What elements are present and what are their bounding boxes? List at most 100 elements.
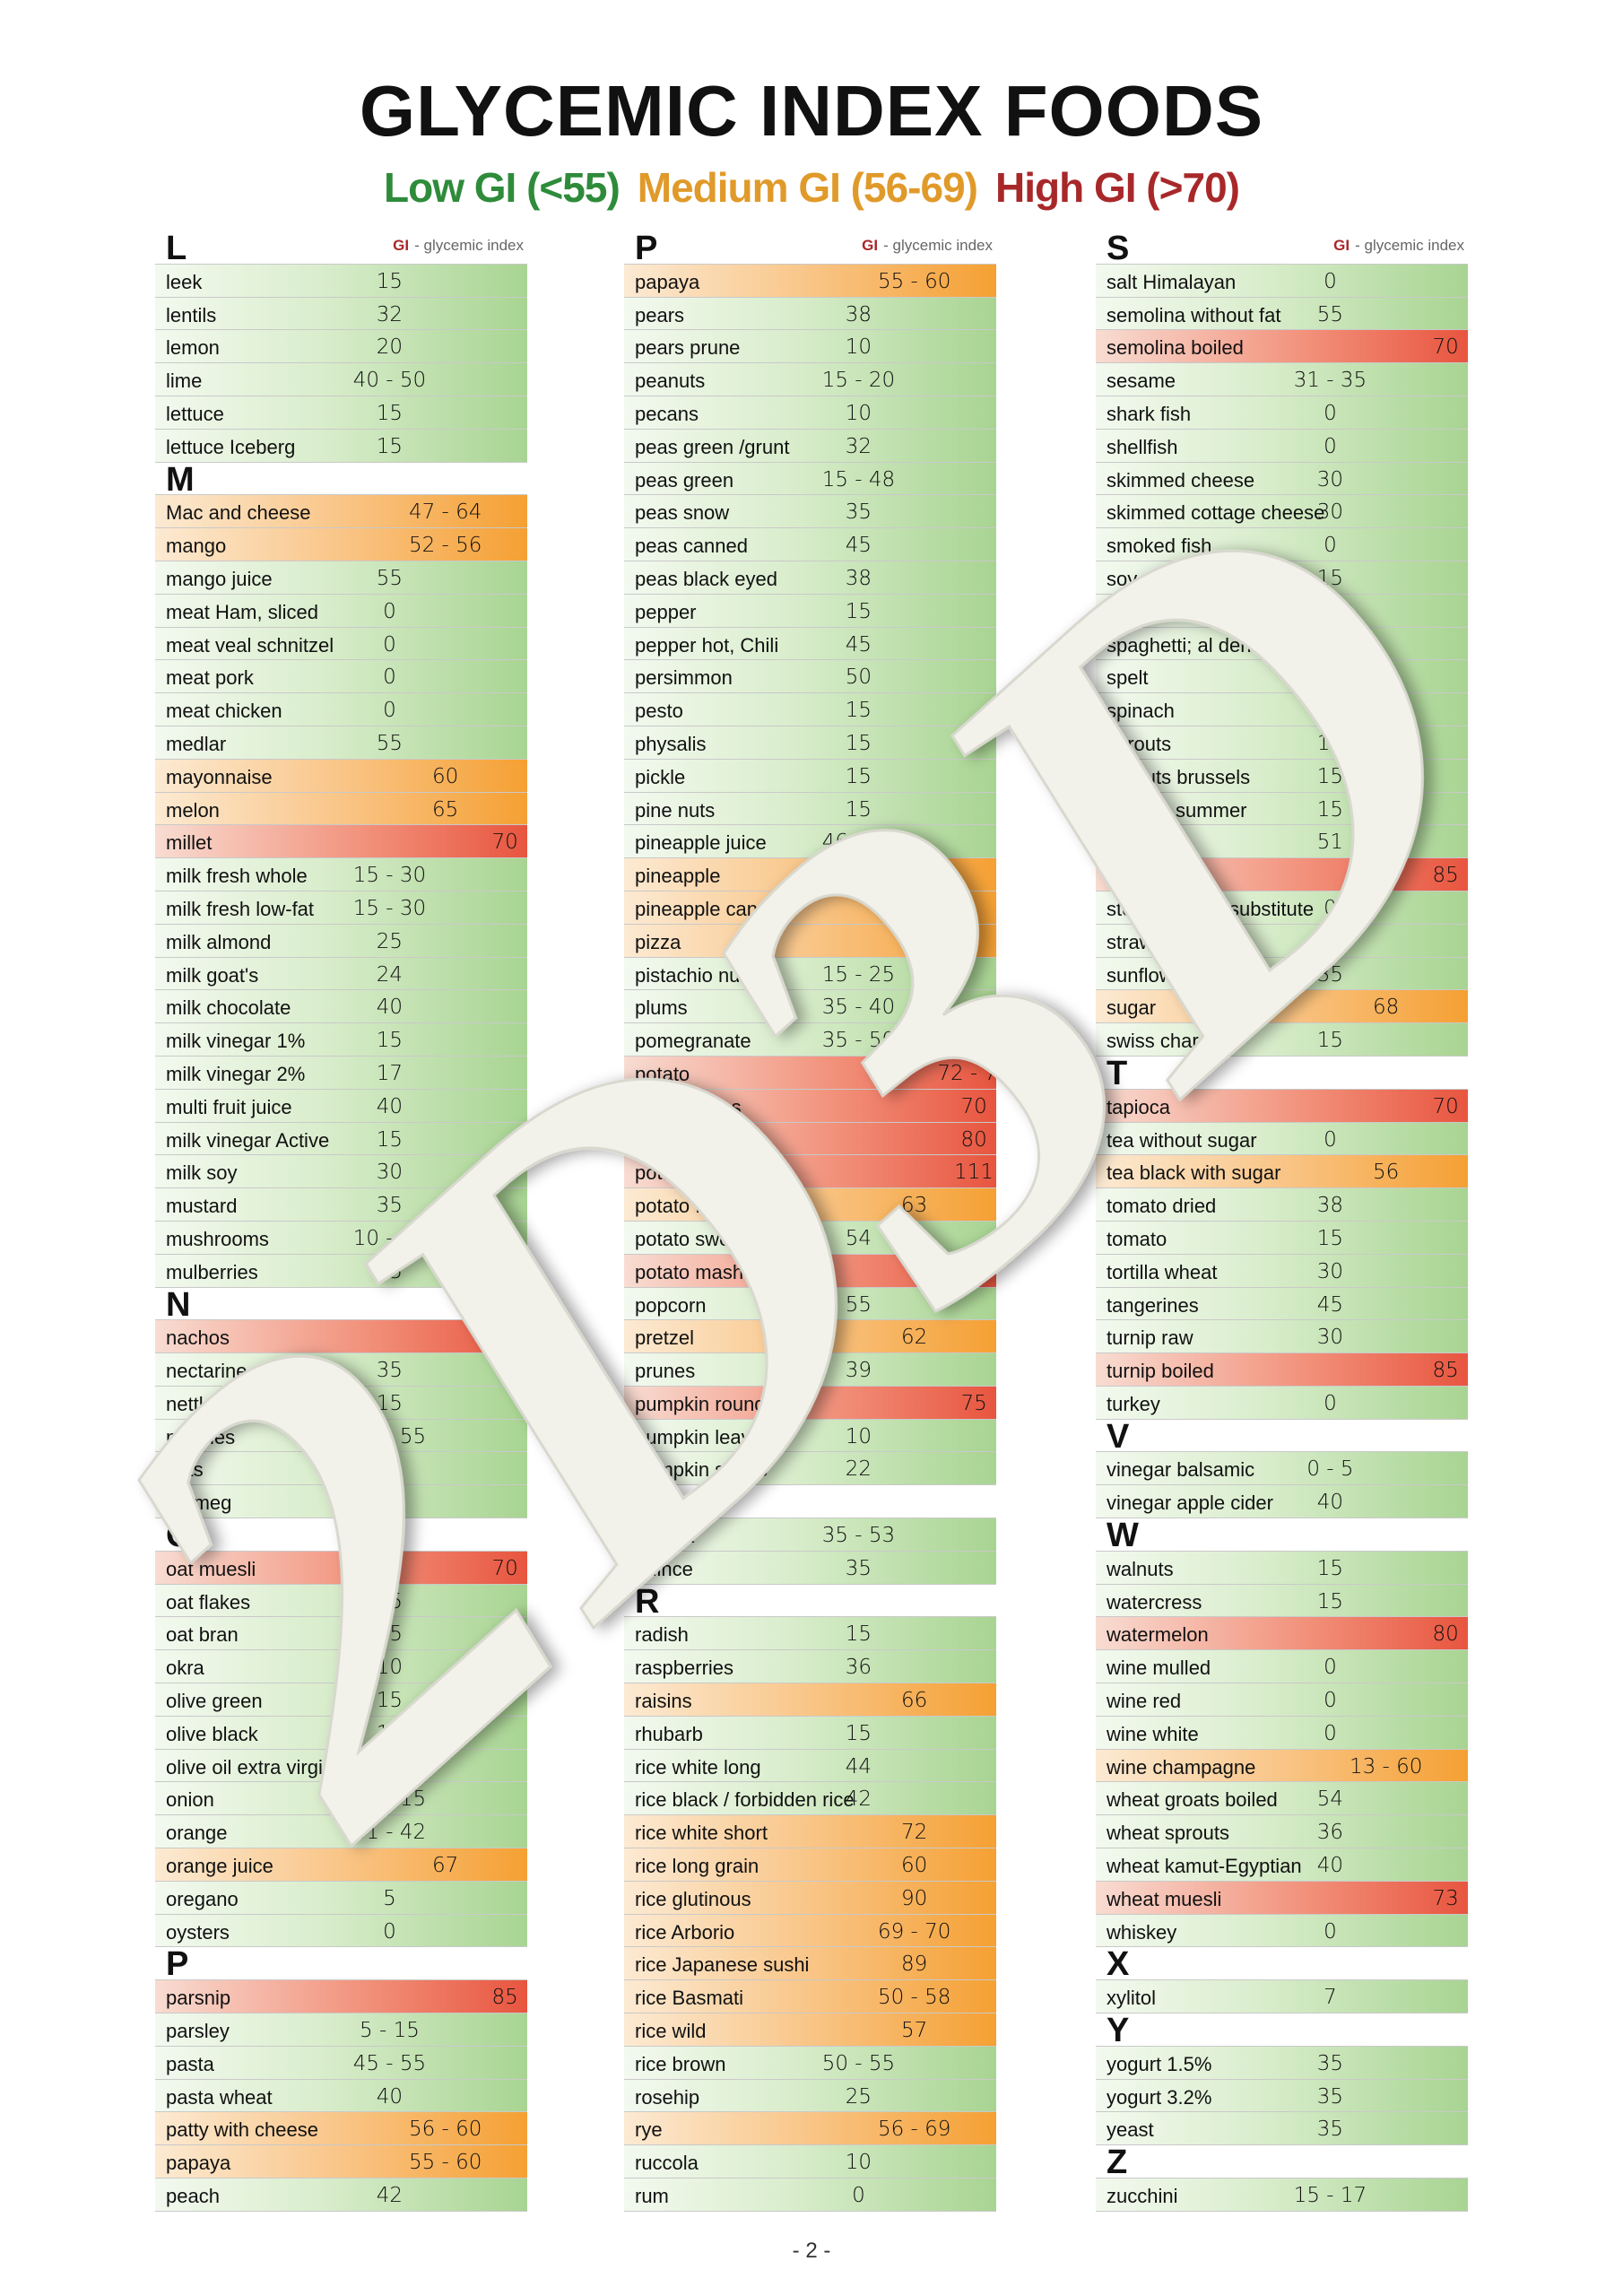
gi-value: 33	[376, 1491, 404, 1515]
gi-value: 31 - 35	[1293, 369, 1367, 393]
food-name: mango juice	[166, 567, 273, 590]
gi-value: 85	[1432, 1359, 1459, 1383]
gi-value: 30	[1316, 500, 1344, 525]
gi-value: 0	[1324, 269, 1337, 293]
food-name: mayonnaise	[166, 765, 273, 788]
food-row: milk fresh whole 15 - 30	[155, 858, 527, 891]
food-row: oat bran 55	[155, 1617, 527, 1651]
food-row: swiss chard 15	[1096, 1023, 1468, 1057]
food-row: Mac and cheese 47 - 64	[155, 495, 527, 529]
food-name: shellfish	[1107, 435, 1178, 458]
food-name: rice white long	[635, 1755, 761, 1779]
letter: N	[166, 1285, 191, 1324]
food-row: smoked fish 0	[1096, 528, 1468, 561]
gi-value: 15	[1316, 1226, 1344, 1250]
gi-value: 15	[376, 1721, 404, 1745]
food-row: turkey 0	[1096, 1386, 1468, 1420]
gi-value: 54	[845, 1226, 872, 1250]
food-name: lime	[166, 370, 203, 393]
food-name: rosehip	[635, 2085, 700, 2109]
gi-value: 111	[954, 1161, 994, 1185]
food-name: shark fish	[1107, 402, 1192, 425]
food-name: milk goat's	[166, 963, 259, 987]
food-row: pomegranate 35 - 50	[624, 1023, 996, 1057]
gi-value: 42	[376, 2184, 404, 2208]
gi-value: 30	[376, 1161, 404, 1185]
gi-value: 45 - 55	[352, 2051, 427, 2075]
gi-value: 35	[845, 500, 872, 525]
food-name: lentils	[166, 303, 217, 326]
food-row: pears 38	[624, 297, 996, 331]
food-name: strawberries	[1107, 930, 1214, 953]
food-row: starch 85	[1096, 858, 1468, 891]
gi-value: 74	[491, 1326, 518, 1350]
gi-value: 50 - 55	[352, 1424, 427, 1448]
gi-value: 15	[1316, 731, 1344, 755]
gi-label: GI	[862, 237, 879, 254]
food-name: melon	[166, 798, 220, 822]
gi-value: 46 - 50	[821, 831, 896, 855]
food-name: potato	[635, 1062, 690, 1085]
food-name: meat pork	[166, 666, 254, 690]
food-row: wine mulled 0	[1096, 1650, 1468, 1684]
food-row: turnip boiled 85	[1096, 1353, 1468, 1387]
food-name: spinach	[1107, 700, 1175, 723]
gi-label: GI	[393, 237, 410, 254]
food-row: pineapple canned 65	[624, 891, 996, 925]
gi-value: 15	[376, 1689, 404, 1713]
gi-value: 85	[960, 1259, 987, 1283]
gi-value: 15	[1316, 797, 1344, 822]
gi-value: 35	[1316, 2118, 1344, 2142]
food-name: quince	[635, 1557, 693, 1580]
food-name: peas green /grunt	[635, 435, 790, 458]
gi-value: 45	[1316, 1292, 1344, 1317]
food-name: peas snow	[635, 501, 730, 525]
food-row: mustard 35	[155, 1188, 527, 1222]
food-row: potato baked 111	[624, 1155, 996, 1189]
gi-value: 55 - 60	[408, 2151, 482, 2175]
gi-value: 15	[1316, 699, 1344, 723]
food-row: pecans 10	[624, 396, 996, 430]
gi-value: 80	[1432, 1622, 1459, 1647]
letter-row: L GI - glycemic index	[155, 230, 527, 267]
gi-header: GI - glycemic index	[1333, 237, 1464, 255]
food-name: sprouts	[1107, 732, 1172, 755]
food-name: okra	[166, 1657, 204, 1680]
food-name: sugar	[1107, 996, 1157, 1020]
gi-value: 0	[383, 1754, 396, 1779]
gi-value: 67	[432, 1854, 459, 1878]
food-row: shark fish 0	[1096, 396, 1468, 430]
food-name: nachos	[166, 1326, 230, 1350]
food-row: pineapple 55 - 66	[624, 858, 996, 891]
food-name: sunflower seeds	[1107, 963, 1249, 987]
gi-value: 40	[376, 996, 404, 1020]
gi-value: 31 - 42	[352, 1821, 427, 1845]
food-row: quince 35	[624, 1551, 996, 1585]
food-row: lettuce Iceberg 15	[155, 429, 527, 463]
food-row: yogurt 1.5% 35	[1096, 2046, 1468, 2080]
gi-value: 44	[845, 1754, 872, 1779]
gi-value: 55	[1316, 599, 1344, 623]
food-row: okra 10	[155, 1650, 527, 1684]
gi-value: 0	[1324, 896, 1337, 920]
gi-note: - glycemic index	[1355, 237, 1464, 254]
gi-value: 60	[432, 764, 459, 788]
food-row: strawberries 40	[1096, 924, 1468, 958]
food-name: rice wild	[635, 2020, 707, 2043]
food-name: raspberries	[635, 1657, 734, 1680]
food-name: nettle	[166, 1392, 214, 1415]
food-row: lime 40 - 50	[155, 363, 527, 396]
gi-value: 0 - 5	[1306, 1457, 1354, 1482]
food-name: smoked fish	[1107, 535, 1212, 558]
gi-value: 25	[845, 2084, 872, 2109]
food-row: meat pork 0	[155, 660, 527, 694]
food-name: pineapple canned	[635, 897, 791, 920]
food-row: wine champagne 13 - 60	[1096, 1749, 1468, 1783]
food-row: meat chicken 0	[155, 693, 527, 726]
gi-value: 40 - 50	[352, 369, 427, 393]
gi-value: 57	[901, 2019, 928, 2043]
gi-value: 10	[845, 1424, 872, 1448]
gi-value: 10	[845, 335, 872, 360]
food-row: sprouts brussels 15	[1096, 759, 1468, 793]
food-row: papaya 55 - 60	[624, 264, 996, 298]
